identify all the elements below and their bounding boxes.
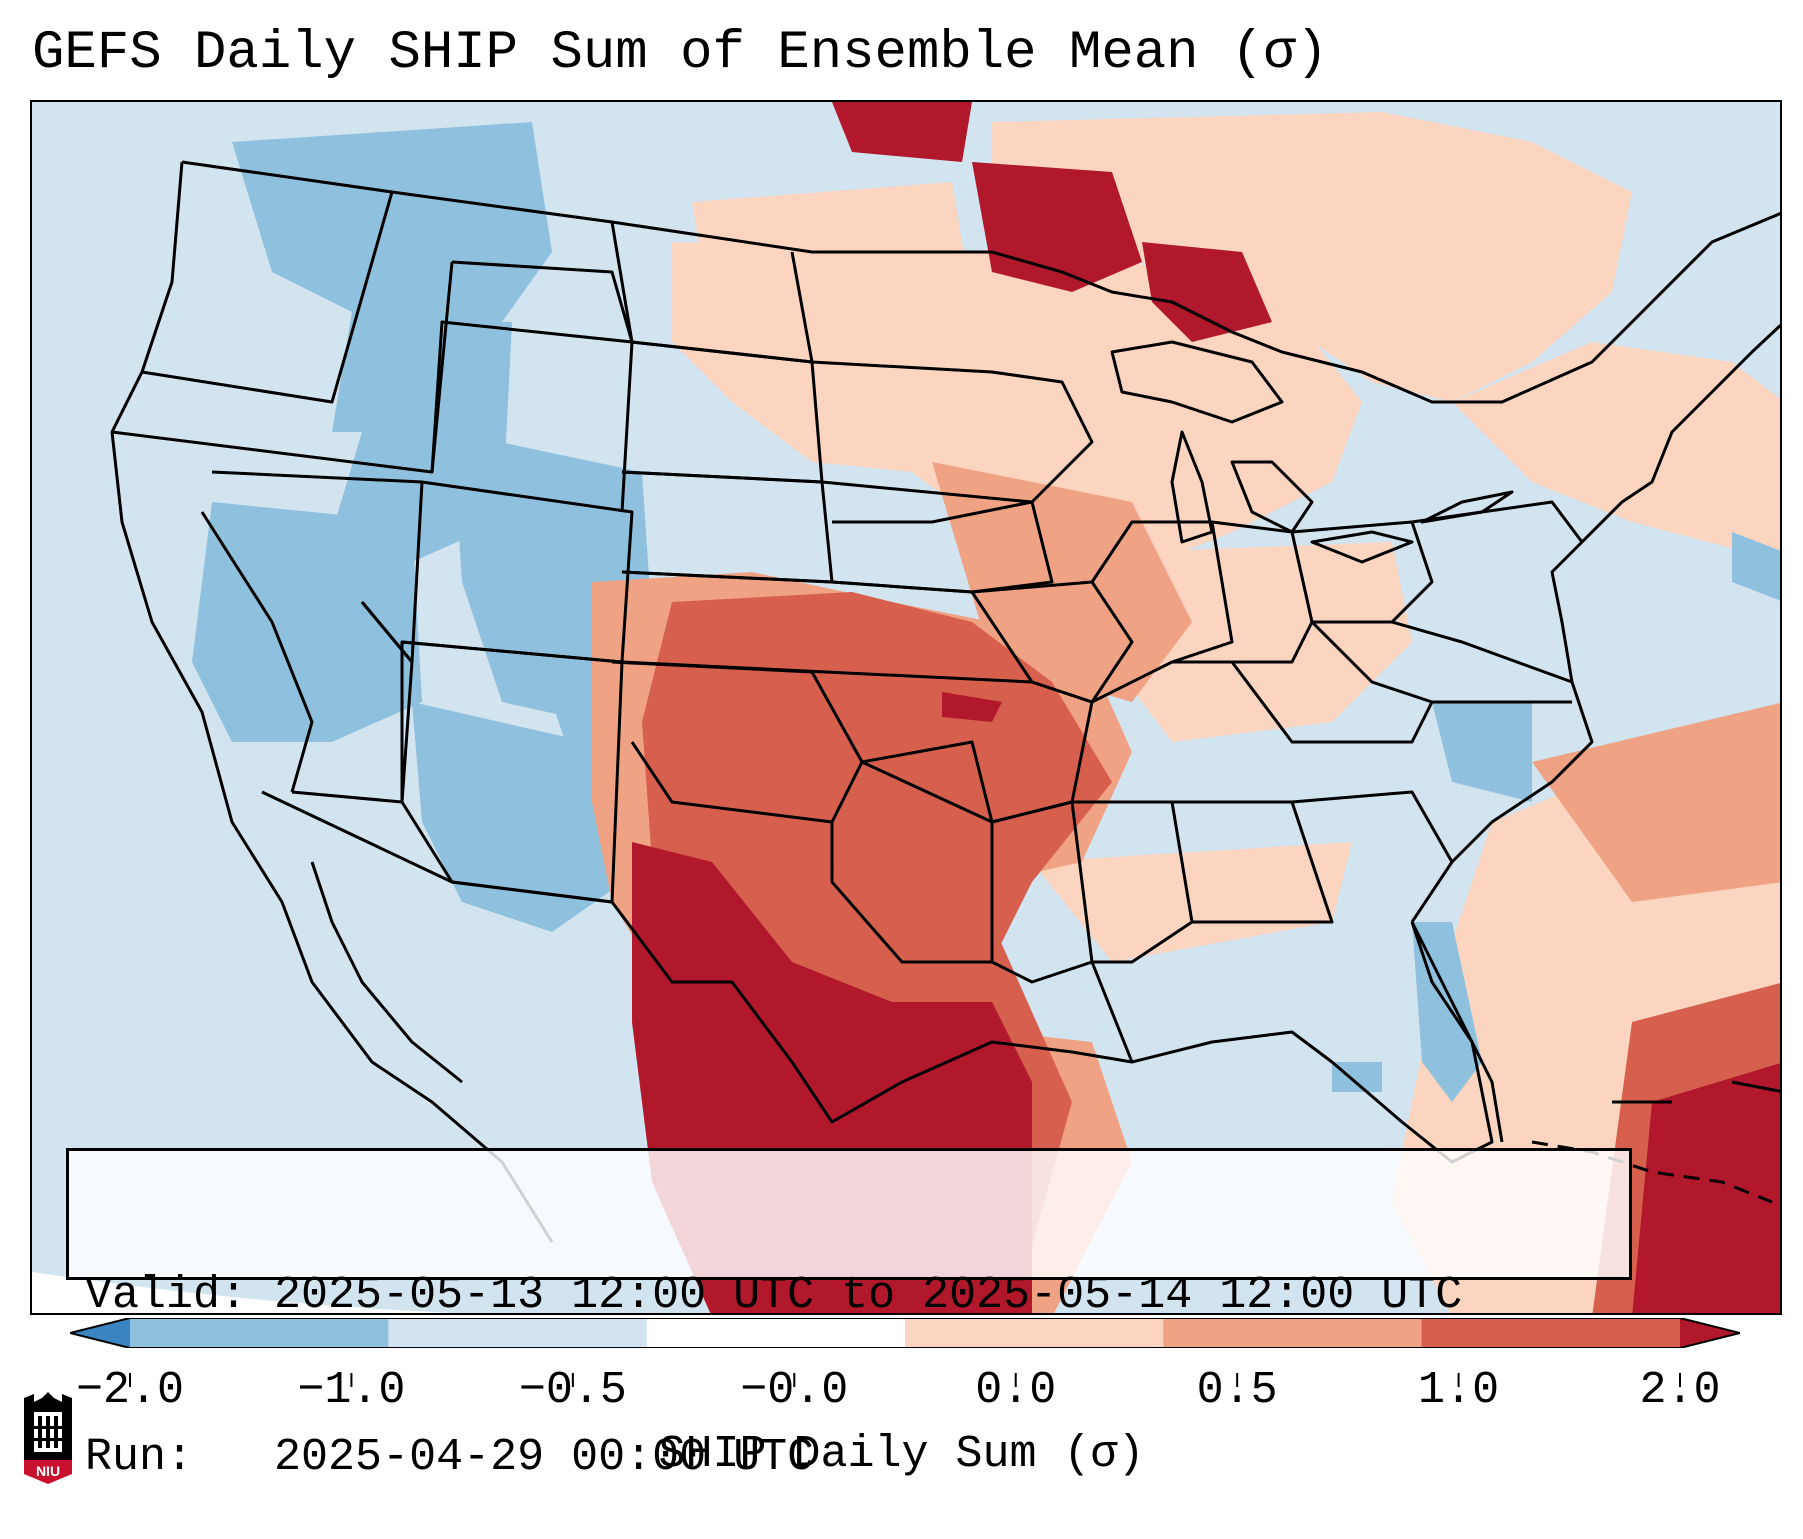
colorbar-tick-label: −2.0 <box>75 1365 185 1416</box>
colorbar-tick-label: 2.0 <box>1639 1365 1721 1416</box>
valid-row: Valid: 2025-05-13 12:00 UTC to 2025-05-1… <box>85 1269 1615 1323</box>
valid-value: 2025-05-13 12:00 UTC to 2025-05-14 12:00… <box>274 1270 1463 1321</box>
colorbar-extend-high <box>1680 1318 1740 1348</box>
state-boundaries <box>110 160 1780 1243</box>
niu-logo: NIU <box>24 1392 72 1484</box>
valid-run-info-box: Valid: 2025-05-13 12:00 UTC to 2025-05-1… <box>66 1148 1632 1483</box>
blue-anomaly-region-southeast <box>1332 532 1780 1102</box>
colorbar-label: SHIP Daily Sum (σ) <box>658 1429 1145 1480</box>
logo-text: NIU <box>36 1463 60 1479</box>
colorbar-ticks <box>129 1373 1681 1387</box>
colorbar-extend-low <box>70 1318 130 1348</box>
colorbar-segment <box>905 1318 1164 1348</box>
colorbar-segment <box>130 1318 389 1348</box>
ship-anomaly-map <box>32 102 1780 1313</box>
run-label: Run: <box>85 1432 194 1483</box>
projection-edge-sw <box>32 1272 454 1313</box>
valid-label: Valid: <box>85 1270 248 1321</box>
colorbar-segment <box>1163 1318 1423 1348</box>
colorbar-tick-label: 1.0 <box>1418 1365 1500 1416</box>
colorbar-segment <box>646 1318 906 1348</box>
colorbar-tick-label: −1.0 <box>297 1365 406 1416</box>
colorbar-tick-label: 0.0 <box>975 1365 1057 1416</box>
colorbar-segment <box>1421 1318 1681 1348</box>
colorbar <box>70 1318 1740 1348</box>
colorbar-tick-label: −0.5 <box>518 1365 627 1416</box>
map-panel <box>30 100 1782 1315</box>
light-red-anomaly-region-north <box>672 112 1780 962</box>
run-value: 2025-04-29 00:00 UTC <box>274 1432 815 1483</box>
run-row: Run: 2025-04-29 00:00 UTC <box>85 1431 1615 1485</box>
colorbar-tick-label: −0.0 <box>740 1365 849 1416</box>
map-title: GEFS Daily SHIP Sum of Ensemble Mean (σ) <box>32 23 1329 84</box>
colorbar-tick-label: 0.5 <box>1196 1365 1278 1416</box>
colorbar-segment <box>388 1318 648 1348</box>
